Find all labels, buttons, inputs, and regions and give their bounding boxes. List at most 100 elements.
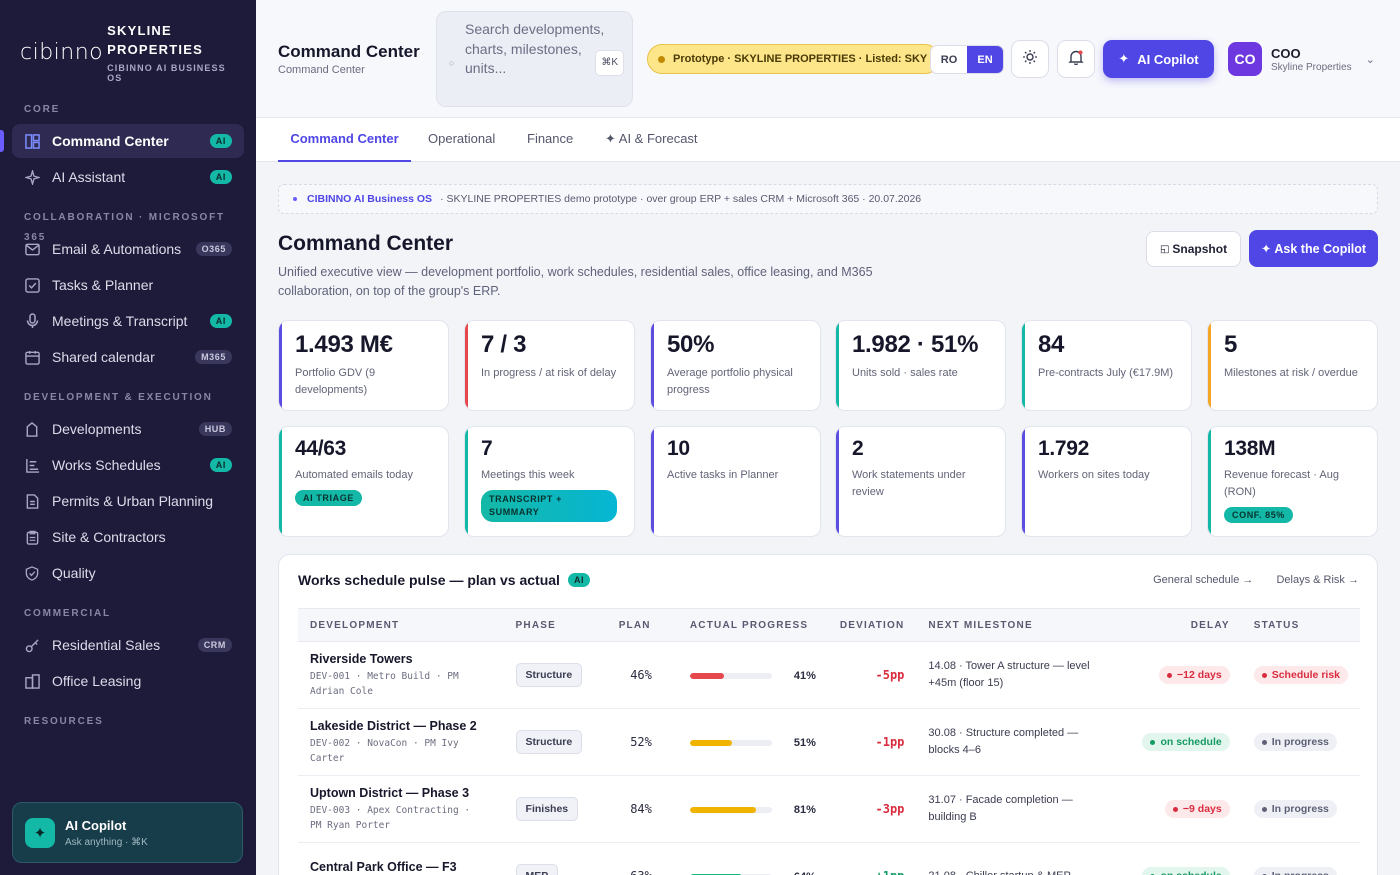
snapshot-label: Snapshot [1172, 242, 1228, 256]
deviation-value: +1pp [827, 842, 917, 875]
kpi-card-revenue-forecast[interactable]: 138M Revenue forecast · Aug (RON) CONF. … [1207, 426, 1378, 537]
phase-badge: Structure [515, 730, 583, 754]
development-meta: DEV-002 · NovaCon · PM Ivy Carter [310, 737, 459, 764]
deviation-value: -3pp [827, 775, 917, 843]
status-badge: Schedule risk [1253, 666, 1348, 684]
sidebar-item-command-center[interactable]: Command Center AI [0, 124, 244, 158]
col-status[interactable]: STATUS [1241, 608, 1360, 642]
kpi-value: 2 [852, 437, 864, 460]
col-deviation[interactable]: DEVIATION [827, 608, 917, 642]
col-development[interactable]: DEVELOPMENT [298, 608, 504, 642]
col-plan[interactable]: PLAN [606, 608, 678, 642]
table-row[interactable]: Lakeside District — Phase 2 DEV-002 · Nov… [298, 708, 1360, 776]
development-name[interactable]: Central Park Office — F3 [310, 860, 457, 874]
sidebar-item-label: Quality [52, 565, 96, 581]
ai-copilot-button[interactable]: ✦ AI Copilot [1103, 40, 1214, 78]
kpi-card-work-statements[interactable]: 2 Work statements under review [835, 426, 1006, 537]
notifications-button[interactable] [1057, 40, 1095, 78]
progress-bar [689, 672, 772, 679]
sidebar-item-tasks[interactable]: Tasks & Planner [12, 268, 244, 302]
sidebar-item-label: Meetings & Transcript [52, 313, 188, 329]
next-milestone: 14.08 · Tower A structure — level +45m (… [928, 660, 1090, 689]
next-milestone: 31.07 · Facade completion — building B [928, 794, 1073, 823]
snapshot-button[interactable]: ◱ Snapshot [1146, 231, 1241, 267]
sidebar-item-calendar[interactable]: Shared calendar M365 [12, 340, 244, 374]
kpi-card-workers[interactable]: 1.792 Workers on sites today [1021, 426, 1192, 537]
ai-copilot-label: AI Copilot [1137, 51, 1199, 67]
kpi-card-units-sold[interactable]: 1.982 · 51% Units sold · sales rate [835, 320, 1006, 411]
copilot-title: AI Copilot [65, 817, 127, 833]
delay-badge: −9 days [1164, 800, 1230, 818]
transcript-badge: TRANSCRIPT + SUMMARY [481, 490, 617, 522]
plan-value: 46% [630, 668, 652, 682]
progress-bar-fill [689, 806, 757, 813]
actual-value: 51% [793, 736, 816, 749]
col-next-milestone[interactable]: NEXT MILESTONE [916, 608, 1121, 642]
kpi-value: 7 / 3 [481, 331, 527, 358]
development-name[interactable]: Riverside Towers [310, 651, 413, 666]
lang-ro-button[interactable]: RO [940, 53, 958, 66]
sidebar-item-residential-sales[interactable]: Residential Sales CRM [12, 628, 244, 662]
copilot-card[interactable]: ✦ AI Copilot Ask anything · ⌘K [12, 802, 243, 863]
kpi-value: 84 [1038, 331, 1065, 358]
copilot-subtitle: Ask anything · ⌘K [65, 836, 148, 848]
development-name[interactable]: Lakeside District — Phase 2 [310, 718, 477, 733]
kpi-card-progress[interactable]: 50% Average portfolio physical progress [650, 320, 821, 411]
sidebar-item-office-leasing[interactable]: Office Leasing [12, 664, 244, 698]
col-delay[interactable]: DELAY [1120, 608, 1242, 642]
dashboard-icon [24, 133, 40, 149]
bell-icon [1068, 49, 1084, 70]
sidebar-item-site-contractors[interactable]: Site & Contractors [12, 520, 244, 554]
avatar: CO [1228, 42, 1262, 76]
kpi-value: 5 [1224, 331, 1238, 358]
kpi-card-in-progress[interactable]: 7 / 3 In progress / at risk of delay [464, 320, 635, 411]
tab-command-center[interactable]: Command Center [278, 118, 411, 162]
kpi-card-automated-emails[interactable]: 44/63 Automated emails today AI TRIAGE [278, 426, 449, 537]
brand-name-line2: PROPERTIES [107, 42, 203, 57]
schedule-panel: Works schedule pulse — plan vs actual AI… [278, 554, 1378, 875]
general-schedule-link[interactable]: General schedule → [1153, 574, 1254, 586]
development-name[interactable]: Uptown District — Phase 3 [310, 785, 470, 800]
table-row[interactable]: Riverside Towers DEV-001 · Metro Build · … [298, 641, 1360, 709]
kpi-card-meetings[interactable]: 7 Meetings this week TRANSCRIPT + SUMMAR… [464, 426, 635, 537]
sidebar-item-ai-assistant[interactable]: AI Assistant AI [12, 160, 244, 194]
bullet-icon [293, 197, 297, 201]
search-placeholder: Search developments, charts, milestones,… [465, 21, 605, 76]
kpi-label: Average portfolio physical progress [667, 367, 793, 396]
sidebar-item-email[interactable]: Email & Automations O365 [12, 232, 244, 266]
kpi-card-milestones[interactable]: 5 Milestones at risk / overdue [1207, 320, 1378, 411]
col-actual-progress[interactable]: ACTUAL PROGRESS [677, 608, 828, 642]
sidebar-item-meetings[interactable]: Meetings & Transcript AI [12, 304, 244, 338]
tab-finance[interactable]: Finance [527, 131, 574, 146]
snapshot-icon: ◱ [1159, 243, 1170, 255]
kpi-card-planner-tasks[interactable]: 10 Active tasks in Planner [650, 426, 821, 537]
status-badge: In progress [1253, 867, 1337, 875]
sidebar-item-works-schedules[interactable]: Works Schedules AI [12, 448, 244, 482]
table-row[interactable]: Central Park Office — F3DEV-004 · Metro … [298, 842, 1360, 875]
section-resources: RESOURCES [24, 716, 104, 727]
kpi-card-pre-contracts[interactable]: 84 Pre-contracts July (€17.9M) [1021, 320, 1192, 411]
tab-ai-forecast[interactable]: ✦ AI & Forecast [605, 131, 698, 146]
search-input[interactable]: ○ Search developments, charts, milestone… [436, 11, 633, 107]
tab-operational[interactable]: Operational [428, 131, 496, 146]
tab-bar: Command Center Operational Finance ✦ AI … [256, 118, 1400, 162]
sidebar-item-developments[interactable]: Developments HUB [12, 412, 244, 446]
user-menu[interactable]: CO COO Skyline Properties ⌄ [1228, 42, 1375, 76]
col-phase[interactable]: PHASE [503, 608, 607, 642]
lang-en-button[interactable]: EN [967, 46, 1003, 73]
ask-copilot-button[interactable]: ✦ Ask the Copilot [1249, 230, 1378, 267]
kpi-value: 1.493 M€ [295, 331, 393, 358]
user-company: Skyline Properties [1271, 61, 1352, 73]
sidebar-item-label: Residential Sales [52, 637, 161, 653]
sidebar-item-permits[interactable]: Permits & Urban Planning [12, 484, 244, 518]
delays-risk-link[interactable]: Delays & Risk → [1276, 574, 1359, 586]
sidebar-item-quality[interactable]: Quality [12, 556, 244, 590]
table-row[interactable]: Uptown District — Phase 3 DEV-003 · Apex … [298, 775, 1360, 843]
section-collaboration: COLLABORATION · MICROSOFT 365 [24, 212, 225, 243]
delay-badge: −12 days [1159, 666, 1230, 684]
phase-badge: MEP [515, 864, 559, 875]
sidebar: cibinno SKYLINE PROPERTIES CIBINNO AI BU… [0, 0, 256, 875]
deviation-value: -5pp [827, 641, 917, 709]
kpi-card-portfolio-gdv[interactable]: 1.493 M€ Portfolio GDV (9 developments) [278, 320, 449, 411]
theme-toggle-button[interactable] [1011, 40, 1049, 78]
